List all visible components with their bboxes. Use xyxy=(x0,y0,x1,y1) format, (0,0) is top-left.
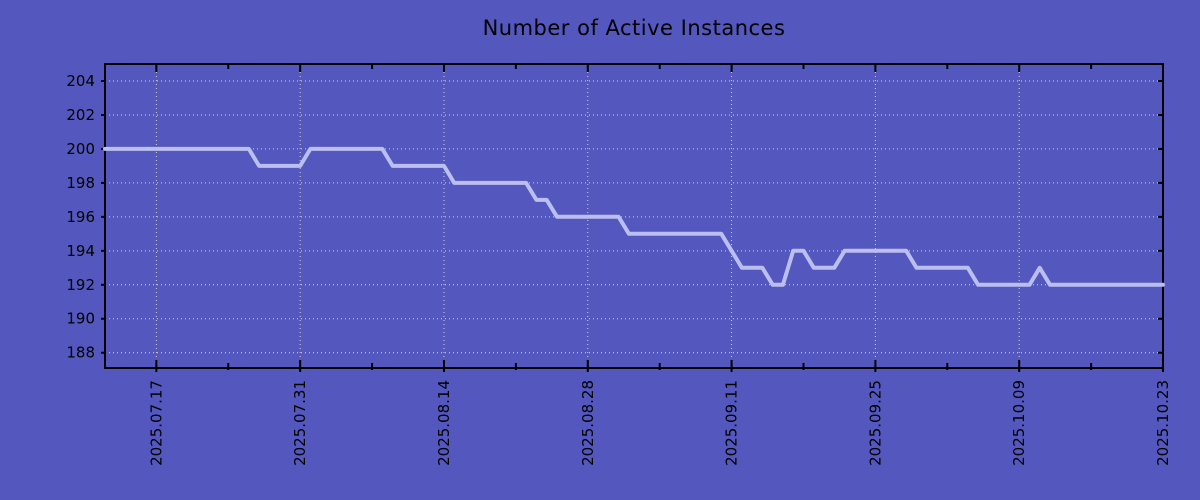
x-tick-label: 2025.09.25 xyxy=(866,380,884,466)
y-tick-label: 196 xyxy=(66,208,95,226)
y-tick-label: 190 xyxy=(66,310,95,328)
plot-border xyxy=(104,63,1164,369)
x-tick-label: 2025.09.11 xyxy=(723,380,741,466)
plot-area xyxy=(105,64,1163,368)
y-tick-label: 188 xyxy=(66,344,95,362)
y-tick-label: 194 xyxy=(66,242,95,260)
y-tick-label: 204 xyxy=(66,72,95,90)
y-tick-label: 202 xyxy=(66,106,95,124)
x-tick-label: 2025.07.17 xyxy=(147,380,165,466)
y-tick-label: 200 xyxy=(66,140,95,158)
chart-title: Number of Active Instances xyxy=(482,16,786,40)
x-tick-label: 2025.07.31 xyxy=(291,380,309,466)
y-tick-label: 192 xyxy=(66,276,95,294)
y-tick-label: 198 xyxy=(66,174,95,192)
x-tick-label: 2025.10.09 xyxy=(1010,380,1028,466)
data-line xyxy=(103,146,1165,287)
x-tick-label: 2025.08.28 xyxy=(579,380,597,466)
x-tick-label: 2025.08.14 xyxy=(435,380,453,466)
x-tick-label: 2025.10.23 xyxy=(1154,380,1172,466)
